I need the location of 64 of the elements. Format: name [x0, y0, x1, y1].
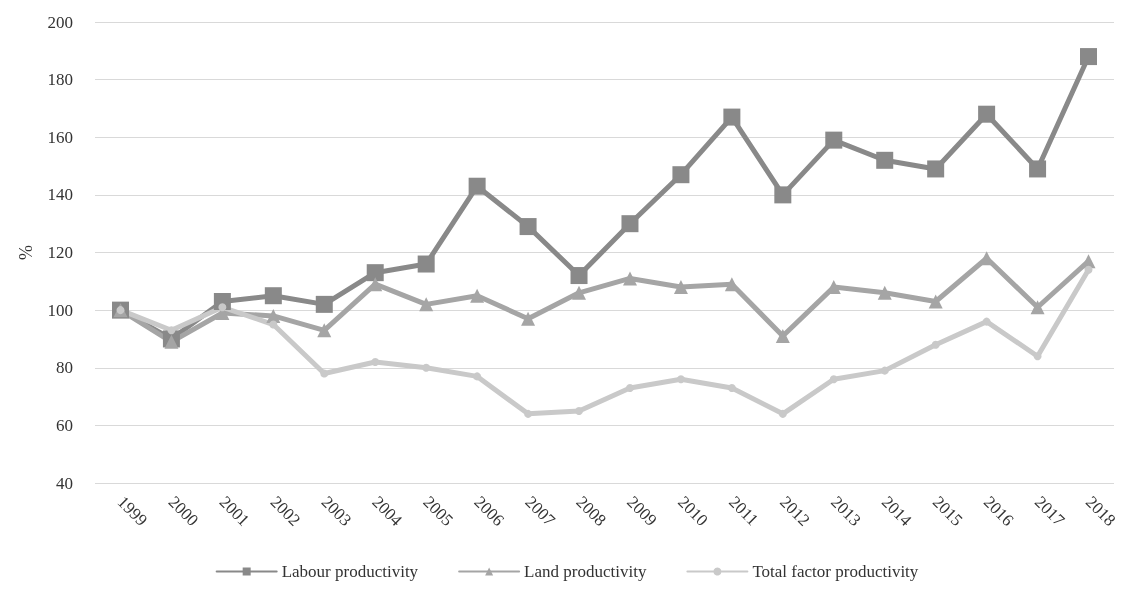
y-tick-label: 100	[47, 300, 73, 320]
point	[625, 383, 634, 392]
point	[575, 406, 584, 415]
legend-label: Labour productivity	[281, 562, 419, 581]
point	[774, 186, 792, 204]
point	[470, 288, 485, 303]
point	[521, 311, 536, 326]
y-tick-label: 160	[47, 127, 73, 147]
point	[621, 215, 639, 233]
point	[519, 218, 537, 236]
point	[622, 271, 637, 286]
point	[473, 372, 482, 381]
point	[218, 303, 227, 312]
point	[570, 267, 588, 285]
point	[269, 320, 278, 329]
legend-label: Total factor productivity	[752, 562, 919, 581]
point	[366, 264, 384, 282]
x-tick-label: 2017	[1030, 492, 1069, 530]
point	[1084, 265, 1093, 274]
x-tick-label: 1999	[113, 492, 152, 530]
point	[1080, 48, 1098, 66]
point	[672, 166, 690, 184]
point	[825, 131, 843, 149]
point	[320, 369, 329, 378]
point	[928, 294, 943, 309]
point	[317, 323, 332, 338]
point	[778, 409, 787, 418]
point	[417, 255, 435, 273]
point	[315, 295, 333, 313]
point	[880, 366, 889, 375]
y-tick-label: 180	[47, 70, 73, 90]
point	[978, 105, 996, 123]
point	[264, 287, 282, 305]
point	[877, 285, 892, 300]
point	[468, 177, 486, 195]
y-axis-title: %	[16, 245, 36, 260]
point	[167, 326, 176, 335]
point	[164, 334, 179, 349]
point	[1033, 352, 1042, 361]
point	[676, 375, 685, 384]
point	[572, 285, 587, 300]
y-tick-label: 140	[47, 185, 73, 205]
y-tick-label: 60	[56, 415, 73, 435]
y-tick-label: 40	[56, 473, 73, 493]
point	[775, 329, 790, 344]
point	[673, 280, 688, 295]
point	[931, 340, 940, 349]
point	[927, 160, 945, 178]
point	[876, 151, 894, 169]
y-tick-label: 200	[47, 12, 73, 32]
point	[1030, 300, 1045, 315]
y-tick-label: 80	[56, 358, 73, 378]
point	[829, 375, 838, 384]
point	[982, 317, 991, 326]
y-tick-label: 120	[47, 243, 73, 262]
point	[1029, 160, 1047, 178]
legend-label: Land productivity	[524, 562, 647, 581]
point	[419, 297, 434, 312]
point	[727, 383, 736, 392]
x-tick-label: 2007	[521, 492, 559, 530]
point	[723, 108, 741, 126]
point	[371, 357, 380, 366]
point	[524, 409, 533, 418]
point	[422, 363, 431, 372]
